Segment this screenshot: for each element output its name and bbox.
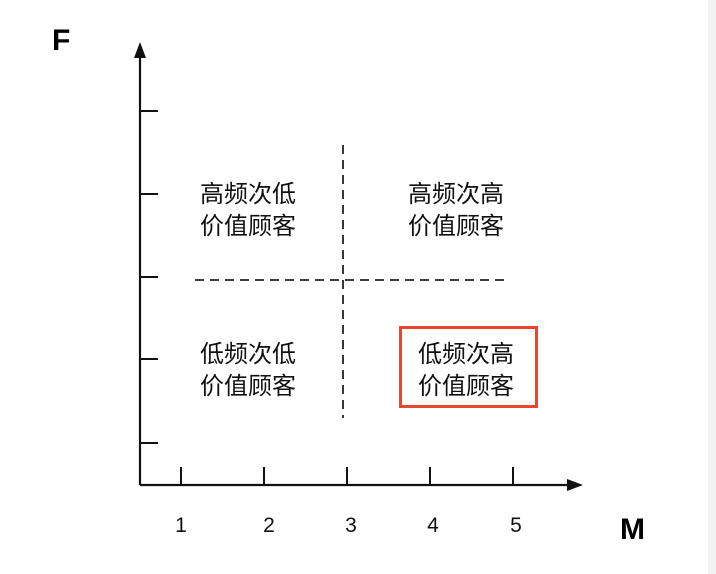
x-tick-label-2: 2: [263, 514, 275, 537]
y-axis-label: F: [52, 24, 71, 57]
quadrant-bottom-right-line1: 低频次高: [418, 340, 514, 368]
quadrant-bottom-right-label: 低频次高 价值顾客: [418, 338, 514, 402]
quadrant-top-right-line1: 高频次高: [408, 180, 504, 208]
quadrant-top-left-line1: 高频次低: [200, 180, 296, 208]
x-tick-label-5: 5: [510, 514, 522, 537]
quadrant-bottom-left-label: 低频次低 价值顾客: [200, 338, 296, 402]
x-tick-label-3: 3: [345, 514, 357, 537]
quadrant-bottom-left-line1: 低频次低: [200, 340, 296, 368]
quadrant-top-right-label: 高频次高 价值顾客: [408, 178, 504, 242]
y-axis-arrowhead: [134, 42, 146, 58]
x-tick-label-4: 4: [427, 514, 439, 537]
quadrant-bottom-right-line2: 价值顾客: [418, 372, 514, 400]
x-axis-arrowhead: [567, 479, 583, 491]
x-axis-label: M: [620, 513, 645, 546]
quadrant-top-left-label: 高频次低 价值顾客: [200, 178, 296, 242]
quadrant-top-left-line2: 价值顾客: [200, 212, 296, 240]
x-tick-label-1: 1: [175, 514, 187, 537]
quadrant-bottom-right-highlight: [399, 326, 538, 408]
quadrant-bottom-left-line2: 价值顾客: [200, 372, 296, 400]
quadrant-top-right-line2: 价值顾客: [408, 212, 504, 240]
page-edge-strip: [708, 0, 716, 574]
